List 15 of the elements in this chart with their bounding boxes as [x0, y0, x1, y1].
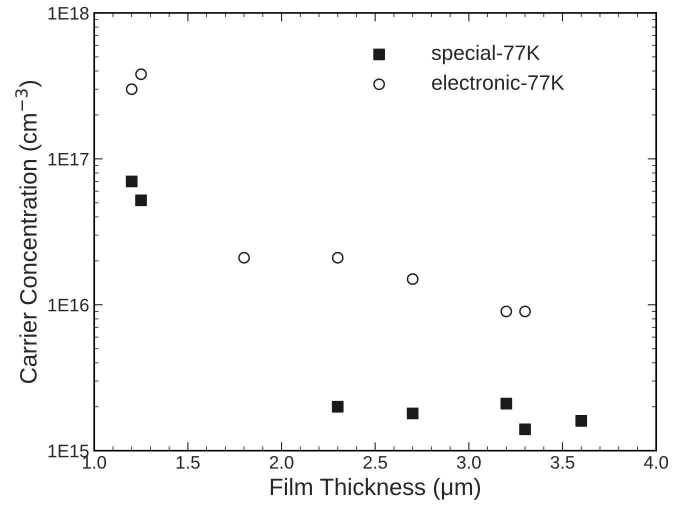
y-axis-title: Carrier Concentration (cm$^{−3}$)	[15, 80, 42, 384]
x-tick-label: 2.5	[364, 456, 387, 469]
x-tick-label: 1.5	[176, 456, 200, 469]
legend-label: electronic-77K	[432, 74, 564, 90]
legend-label: special-77K	[432, 44, 540, 64]
y-tick-label: 1E15	[48, 444, 89, 458]
x-tick-label: 2.0	[270, 456, 294, 469]
x-tick-label: 4.0	[644, 456, 668, 469]
y-tick-label: 1E18	[48, 6, 89, 20]
x-tick-label: 1.0	[83, 456, 106, 469]
x-axis-title: Film Thickness (μm)	[270, 478, 480, 500]
y-tick-label: 1E17	[48, 152, 88, 166]
x-tick-label: 3.0	[456, 456, 481, 469]
y-tick-label: 1E16	[48, 298, 89, 312]
x-tick-label: 3.5	[550, 456, 574, 469]
